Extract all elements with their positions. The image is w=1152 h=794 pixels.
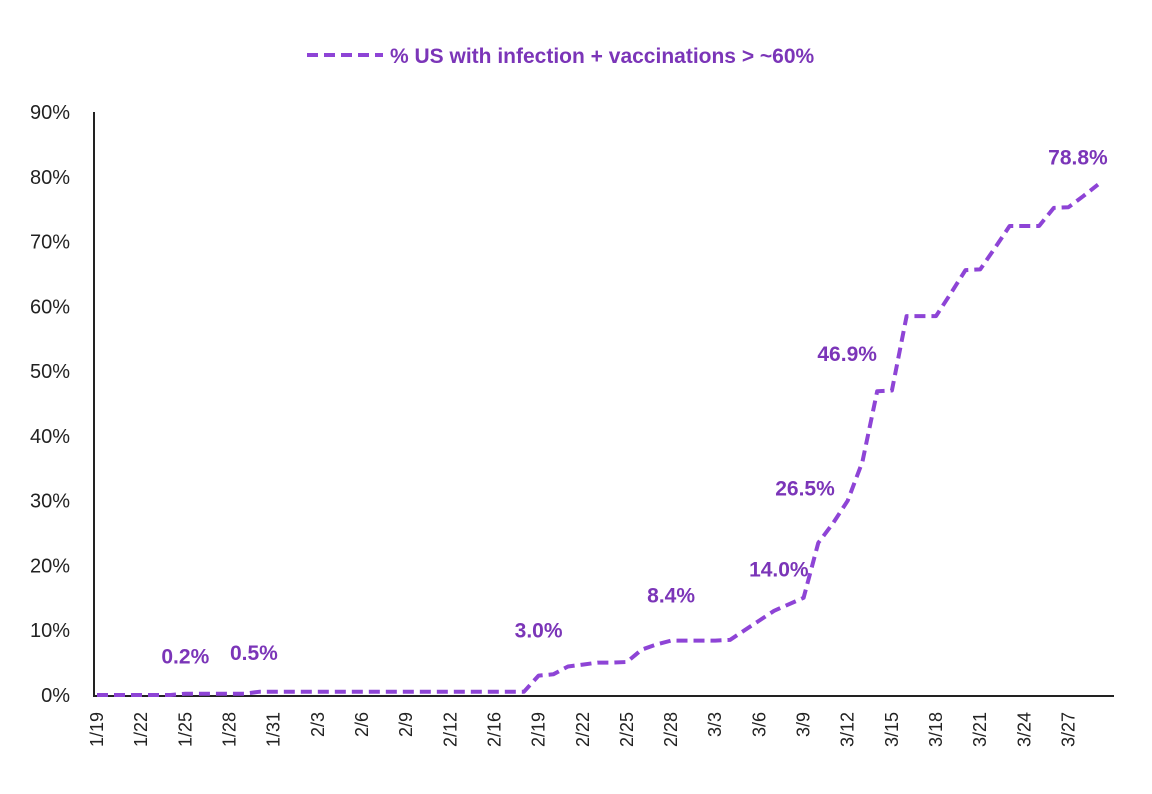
data-point bbox=[610, 661, 614, 665]
x-tick-label: 2/9 bbox=[396, 712, 416, 737]
data-label: 0.5% bbox=[230, 642, 278, 665]
data-label: 26.5% bbox=[775, 477, 835, 500]
x-tick-label: 2/28 bbox=[661, 712, 681, 747]
y-tick-labels: 0% 10% 20% 30% 40% 50% 60% 70% 80% 90% bbox=[30, 102, 70, 707]
x-tick-label: 2/3 bbox=[308, 712, 328, 737]
x-tick-label: 3/21 bbox=[970, 712, 990, 747]
x-tick-label: 3/24 bbox=[1014, 712, 1034, 747]
data-point bbox=[993, 246, 997, 250]
x-tick-label: 2/12 bbox=[440, 712, 460, 747]
x-tick-labels: 1/19 1/22 1/25 1/28 1/31 2/3 2/6 2/9 2/12 2/16 2/1… bbox=[87, 712, 1079, 747]
x-tick-label: 1/28 bbox=[219, 712, 239, 747]
data-point bbox=[331, 690, 335, 694]
x-tick-label: 2/19 bbox=[529, 712, 549, 747]
x-tick-label: 1/22 bbox=[131, 712, 151, 747]
x-tick-label: 1/25 bbox=[175, 712, 195, 747]
y-tick-label: 50% bbox=[30, 361, 70, 383]
series-line bbox=[97, 183, 1100, 697]
x-tick-label: 3/18 bbox=[926, 712, 946, 747]
x-tick-label: 3/9 bbox=[794, 712, 814, 737]
series-layer bbox=[97, 183, 1100, 697]
x-tick-label: 2/22 bbox=[573, 712, 593, 747]
x-tick-label: 3/3 bbox=[705, 712, 725, 737]
data-point bbox=[448, 690, 452, 694]
legend-label: % US with infection + vaccinations > ~60… bbox=[390, 45, 815, 68]
data-label: 14.0% bbox=[749, 558, 809, 581]
data-label: 0.2% bbox=[161, 646, 209, 669]
y-tick-label: 60% bbox=[30, 296, 70, 318]
y-tick-label: 80% bbox=[30, 167, 70, 189]
y-tick-label: 70% bbox=[30, 232, 70, 254]
x-tick-label: 2/6 bbox=[352, 712, 372, 737]
y-tick-label: 90% bbox=[30, 102, 70, 124]
y-tick-label: 10% bbox=[30, 620, 70, 642]
data-label: 46.9% bbox=[817, 343, 877, 366]
data-point bbox=[949, 291, 953, 295]
x-tick-label: 1/31 bbox=[264, 712, 284, 747]
x-tick-label: 3/12 bbox=[838, 712, 858, 747]
data-point bbox=[625, 660, 629, 664]
x-tick-label: 3/15 bbox=[882, 712, 902, 747]
x-tick-label: 1/19 bbox=[87, 712, 107, 747]
legend: % US with infection + vaccinations > ~60… bbox=[307, 45, 815, 68]
x-tick-label: 3/6 bbox=[749, 712, 769, 737]
y-tick-label: 30% bbox=[30, 491, 70, 513]
data-label: 78.8% bbox=[1048, 147, 1108, 170]
x-tick-label: 3/27 bbox=[1059, 712, 1079, 747]
x-tick-label: 2/25 bbox=[617, 712, 637, 747]
axes bbox=[93, 112, 1114, 697]
x-tick-label: 2/16 bbox=[484, 712, 504, 747]
y-tick-label: 20% bbox=[30, 555, 70, 577]
data-point bbox=[654, 643, 658, 647]
y-tick-label: 40% bbox=[30, 426, 70, 448]
data-label: 8.4% bbox=[647, 585, 695, 608]
data-labels: 0.2% 0.5% 3.0% 8.4% 14.0% 26.5% 46.9% 78.8% bbox=[161, 147, 1108, 669]
data-point bbox=[640, 648, 644, 652]
y-tick-label: 0% bbox=[41, 685, 70, 707]
data-label: 3.0% bbox=[515, 620, 563, 643]
